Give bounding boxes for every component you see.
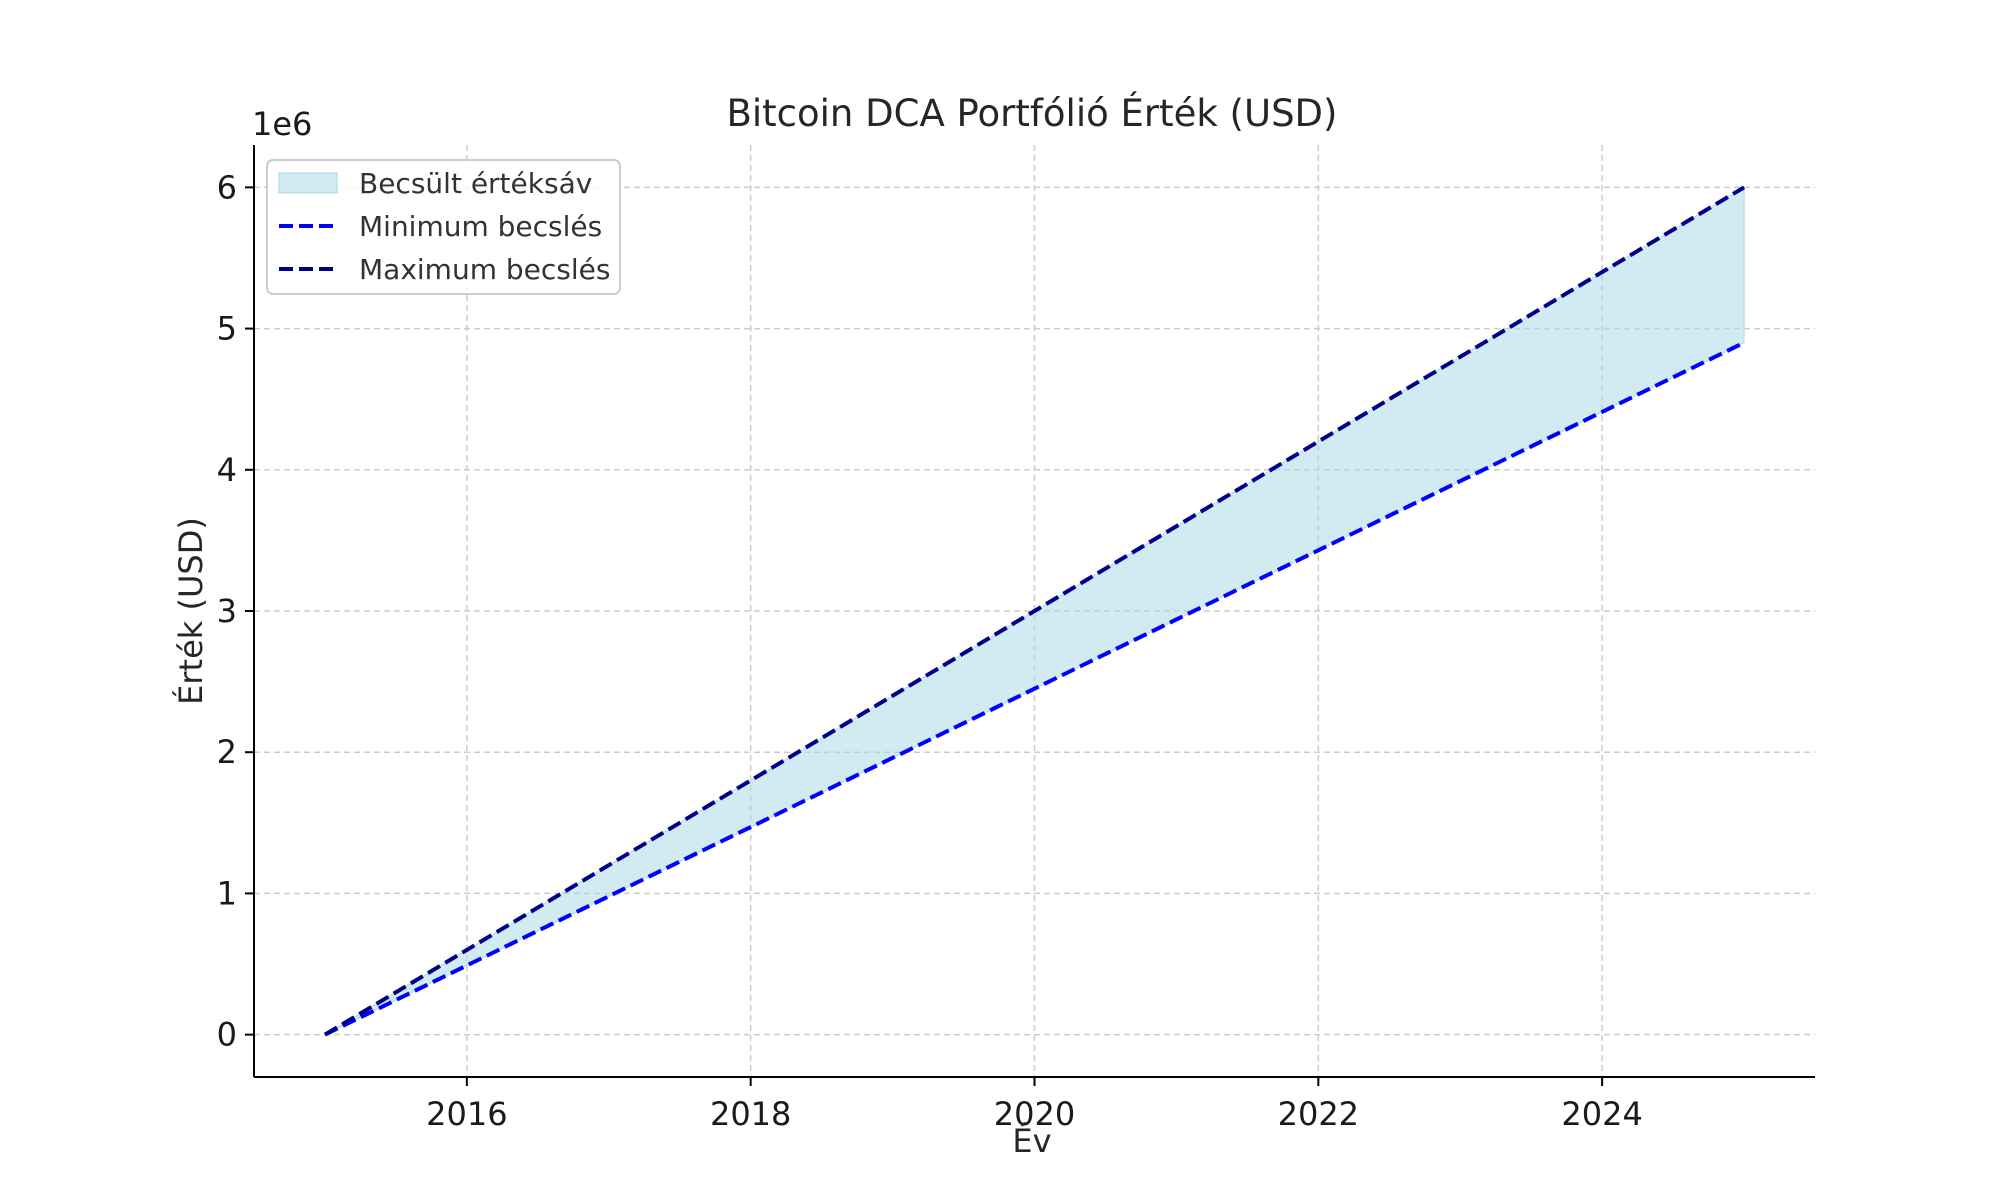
y-tick-label: 0 (217, 1016, 237, 1054)
legend-label-band: Becsült értéksáv (359, 167, 592, 200)
chart-title: Bitcoin DCA Portfólió Érték (USD) (727, 91, 1338, 135)
ticks-layer: 2016 2018 2020 2022 2024 0 1 2 3 4 5 6 (217, 168, 1643, 1133)
y-tick-label: 6 (217, 168, 237, 206)
x-tick-label: 2020 (994, 1095, 1075, 1133)
maximum-estimate-line (323, 185, 1746, 1037)
y-tick-label: 5 (217, 310, 237, 348)
legend-box (266, 159, 621, 295)
y-axis-label: Érték (USD) (172, 517, 210, 705)
legend: Becsült értéksáv Minimum becslés Maximum b… (266, 159, 621, 295)
legend-label-maximum: Maximum becslés (359, 253, 610, 286)
y-tick-label: 3 (217, 592, 237, 630)
grid-lines (254, 145, 1815, 1077)
legend-swatch-band (278, 172, 338, 194)
series-lines-layer (323, 185, 1746, 1037)
minimum-estimate-line (324, 340, 1745, 1037)
x-tick-label: 2022 (1278, 1095, 1359, 1133)
x-tick-label: 2024 (1561, 1095, 1642, 1133)
x-tick-label: 2016 (426, 1095, 507, 1133)
y-tick-label: 1 (217, 874, 237, 912)
legend-label-minimum: Minimum becslés (359, 210, 602, 243)
y-tick-label: 2 (217, 733, 237, 771)
y-tick-label: 4 (217, 451, 237, 489)
x-axis-label: Év (1012, 1122, 1051, 1160)
x-tick-label: 2018 (710, 1095, 791, 1133)
y-axis-offset-label: 1e6 (252, 105, 312, 143)
